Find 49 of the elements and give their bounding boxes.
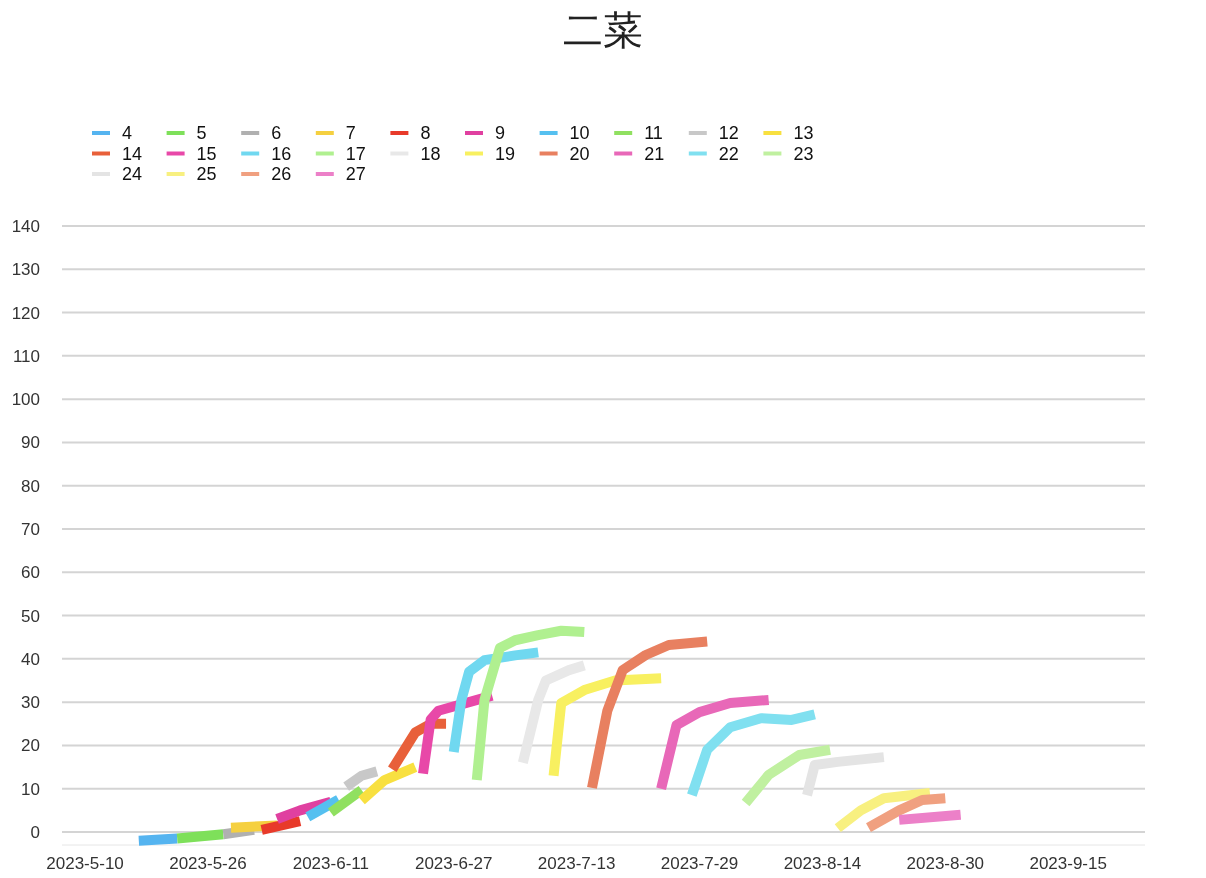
legend-label: 23 xyxy=(793,143,814,164)
legend-label: 5 xyxy=(196,123,207,143)
legend-label: 21 xyxy=(644,143,665,164)
x-tick-label: 2023-9-15 xyxy=(1029,854,1107,873)
y-tick-label: 0 xyxy=(30,823,40,843)
y-tick-label: 60 xyxy=(21,563,40,583)
y-tick-label: 20 xyxy=(21,736,40,756)
legend-label: 6 xyxy=(271,123,282,143)
legend-label: 18 xyxy=(420,143,441,164)
x-tick-label: 2023-6-11 xyxy=(292,854,369,873)
y-tick-label: 120 xyxy=(11,303,40,323)
legend-label: 9 xyxy=(495,123,506,143)
y-tick-label: 30 xyxy=(21,693,40,713)
legend-label: 19 xyxy=(495,143,516,164)
legend-label: 20 xyxy=(569,143,590,164)
y-tick-label: 40 xyxy=(21,649,40,669)
y-tick-label: 80 xyxy=(21,476,40,496)
x-tick-label: 2023-8-30 xyxy=(906,854,985,873)
legend-label: 10 xyxy=(569,123,590,143)
legend-label: 25 xyxy=(196,164,217,184)
legend-label: 16 xyxy=(271,143,292,164)
x-tick-label: 2023-8-14 xyxy=(783,854,862,873)
legend-label: 8 xyxy=(420,123,431,143)
y-tick-label: 50 xyxy=(21,606,40,626)
legend-label: 26 xyxy=(271,164,292,184)
y-tick-label: 110 xyxy=(12,346,40,366)
legend-label: 15 xyxy=(196,143,217,164)
x-tick-label: 2023-5-26 xyxy=(169,854,247,873)
y-tick-label: 90 xyxy=(21,433,40,453)
legend-label: 24 xyxy=(122,164,143,184)
legend-label: 4 xyxy=(122,123,133,143)
y-tick-label: 140 xyxy=(11,217,40,236)
x-tick-label: 2023-6-27 xyxy=(414,854,493,873)
chart-title: 二菜 xyxy=(563,8,643,52)
legend-label: 22 xyxy=(718,143,739,164)
legend-label: 14 xyxy=(122,143,143,164)
y-tick-label: 10 xyxy=(21,779,40,799)
x-tick-label: 2023-7-13 xyxy=(537,854,616,873)
y-tick-label: 100 xyxy=(11,390,40,410)
y-tick-label: 130 xyxy=(11,260,40,280)
y-tick-label: 70 xyxy=(21,520,40,540)
legend-label: 7 xyxy=(345,123,356,143)
legend-label: 12 xyxy=(718,123,739,143)
x-tick-label: 2023-5-10 xyxy=(46,854,124,873)
x-tick-label: 2023-7-29 xyxy=(660,854,739,873)
legend-label: 27 xyxy=(345,164,366,184)
legend-label: 11 xyxy=(644,123,663,143)
legend-label: 13 xyxy=(793,123,814,143)
legend-label: 17 xyxy=(345,143,366,164)
